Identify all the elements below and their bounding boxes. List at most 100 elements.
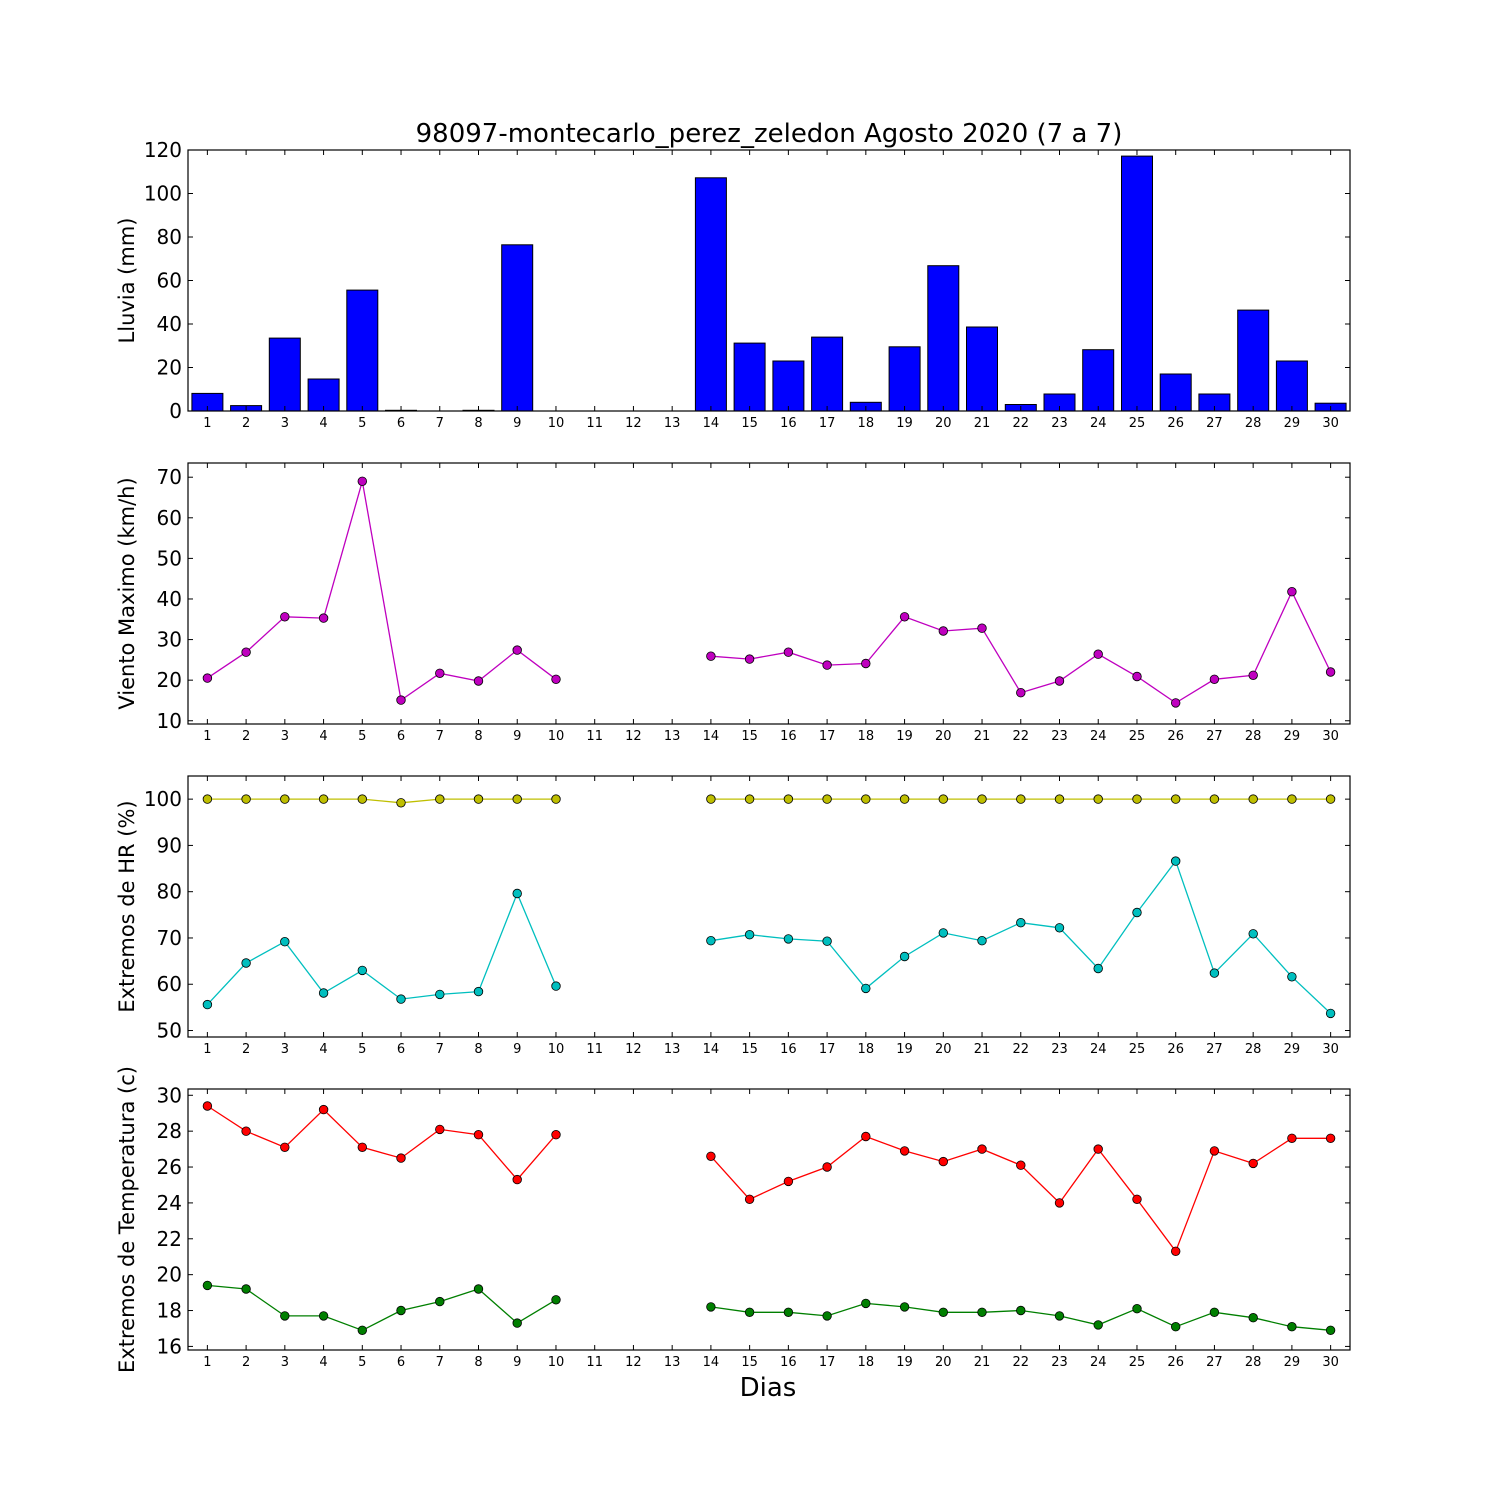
xtick-label: 23 [1051,416,1068,431]
series-1-point-day-7 [435,1124,445,1135]
chart-title: 98097-montecarlo_perez_zeledon Agosto 20… [416,119,1123,149]
series-1-point-day-9 [512,794,522,804]
series-2-point-day-14 [706,936,716,946]
xtick-label: 17 [819,729,836,744]
series-1-point-day-8 [473,794,484,804]
xtick-label: 14 [703,729,720,744]
xtick-label: 5 [358,1042,366,1057]
xtick-label: 6 [397,416,405,431]
xtick-label: 7 [436,1355,444,1370]
xtick-label: 18 [858,1355,875,1370]
series-1-point-day-9 [512,645,522,655]
series-1-point-day-17 [822,794,832,804]
series-1-point-day-1 [202,673,213,683]
series-2-point-day-3 [280,1311,290,1321]
ytick-label: 60 [157,269,182,293]
xtick-label: 15 [741,1042,758,1057]
series-1-point-day-3 [280,794,290,804]
ytick-label: 80 [157,225,182,249]
xtick-label: 14 [703,1355,720,1370]
xtick-label: 22 [1012,1355,1029,1370]
xtick-label: 9 [513,1355,521,1370]
xtick-label: 28 [1245,1042,1262,1057]
ytick-label: 26 [157,1155,182,1179]
y-axis-label: Extremos de Temperatura (c) [115,1066,139,1373]
bar-day-9 [501,244,534,412]
xtick-label: 7 [436,729,444,744]
xtick-label: 1 [203,729,211,744]
xtick-label: 19 [896,416,913,431]
series-2-point-day-26 [1170,1321,1181,1332]
series-1-point-day-25 [1132,1194,1142,1205]
ytick-label: 10 [157,709,182,733]
xtick-label: 8 [474,1355,482,1370]
xtick-label: 26 [1167,416,1184,431]
series-1-point-day-22 [1016,794,1026,804]
xtick-label: 7 [436,416,444,431]
series-2-point-day-25 [1132,1303,1142,1314]
series-1-point-day-23 [1054,676,1065,686]
series-1-point-day-26 [1170,1246,1181,1257]
xtick-label: 13 [664,1355,681,1370]
series-1-point-day-10 [551,674,561,685]
series-1-point-day-2 [241,794,251,804]
series-2-point-day-4 [318,1311,329,1321]
series-2-point-day-2 [241,1284,251,1294]
xtick-label: 29 [1284,729,1301,744]
series-2-point-day-29 [1287,1321,1297,1332]
ytick-label: 70 [157,465,182,489]
series-2-point-day-21 [977,1307,987,1318]
series-1-point-day-8 [473,1129,484,1140]
bar-day-21 [966,326,998,412]
series-2-point-day-14 [706,1302,716,1312]
ytick-label: 20 [157,668,182,692]
series-2-point-day-16 [783,1307,794,1318]
series-2-point-day-19 [899,1302,910,1312]
bar-day-28 [1237,309,1270,412]
series-2-point-day-1 [202,1280,213,1291]
series-1-line-segment-1 [207,1105,557,1181]
xtick-label: 25 [1129,416,1146,431]
xtick-label: 16 [780,729,797,744]
axes-frame [187,462,1351,725]
series-2-point-day-23 [1054,923,1065,933]
series-2-point-day-7 [435,1296,445,1307]
xtick-label: 10 [548,1355,565,1370]
series-1-point-day-21 [977,794,987,804]
xtick-label: 11 [586,1042,603,1057]
series-1-point-day-1 [202,794,213,804]
series-1-point-day-15 [744,794,755,804]
xtick-label: 14 [703,416,720,431]
series-2-point-day-27 [1209,1307,1220,1318]
xtick-label: 10 [548,1042,565,1057]
xtick-label: 22 [1012,1042,1029,1057]
xtick-label: 4 [319,1042,327,1057]
series-1-point-day-16 [783,1176,794,1187]
bar-day-20 [927,265,960,412]
xtick-label: 6 [397,729,405,744]
xtick-label: 24 [1090,1355,1107,1370]
ytick-label: 100 [144,787,182,811]
xtick-label: 20 [935,1355,952,1370]
series-1-point-day-19 [899,1146,910,1156]
bar-day-5 [346,289,379,412]
series-1-point-day-28 [1248,1158,1258,1169]
series-2-point-day-23 [1054,1311,1065,1321]
xtick-label: 29 [1284,1355,1301,1370]
series-2-point-day-10 [551,1295,561,1305]
xtick-label: 8 [474,416,482,431]
series-2-point-day-21 [977,936,987,946]
series-1-point-day-14 [706,794,716,804]
series-1-point-day-18 [861,1131,871,1142]
series-1-point-day-21 [977,623,987,633]
xtick-label: 20 [935,416,952,431]
bar-day-19 [888,346,921,412]
series-2-point-day-18 [861,983,871,994]
series-2-point-day-27 [1209,968,1220,978]
series-1-point-day-2 [241,647,251,657]
series-1-point-day-6 [396,695,406,705]
xtick-label: 29 [1284,1042,1301,1057]
xtick-label: 2 [242,1355,250,1370]
ytick-label: 40 [157,312,182,336]
